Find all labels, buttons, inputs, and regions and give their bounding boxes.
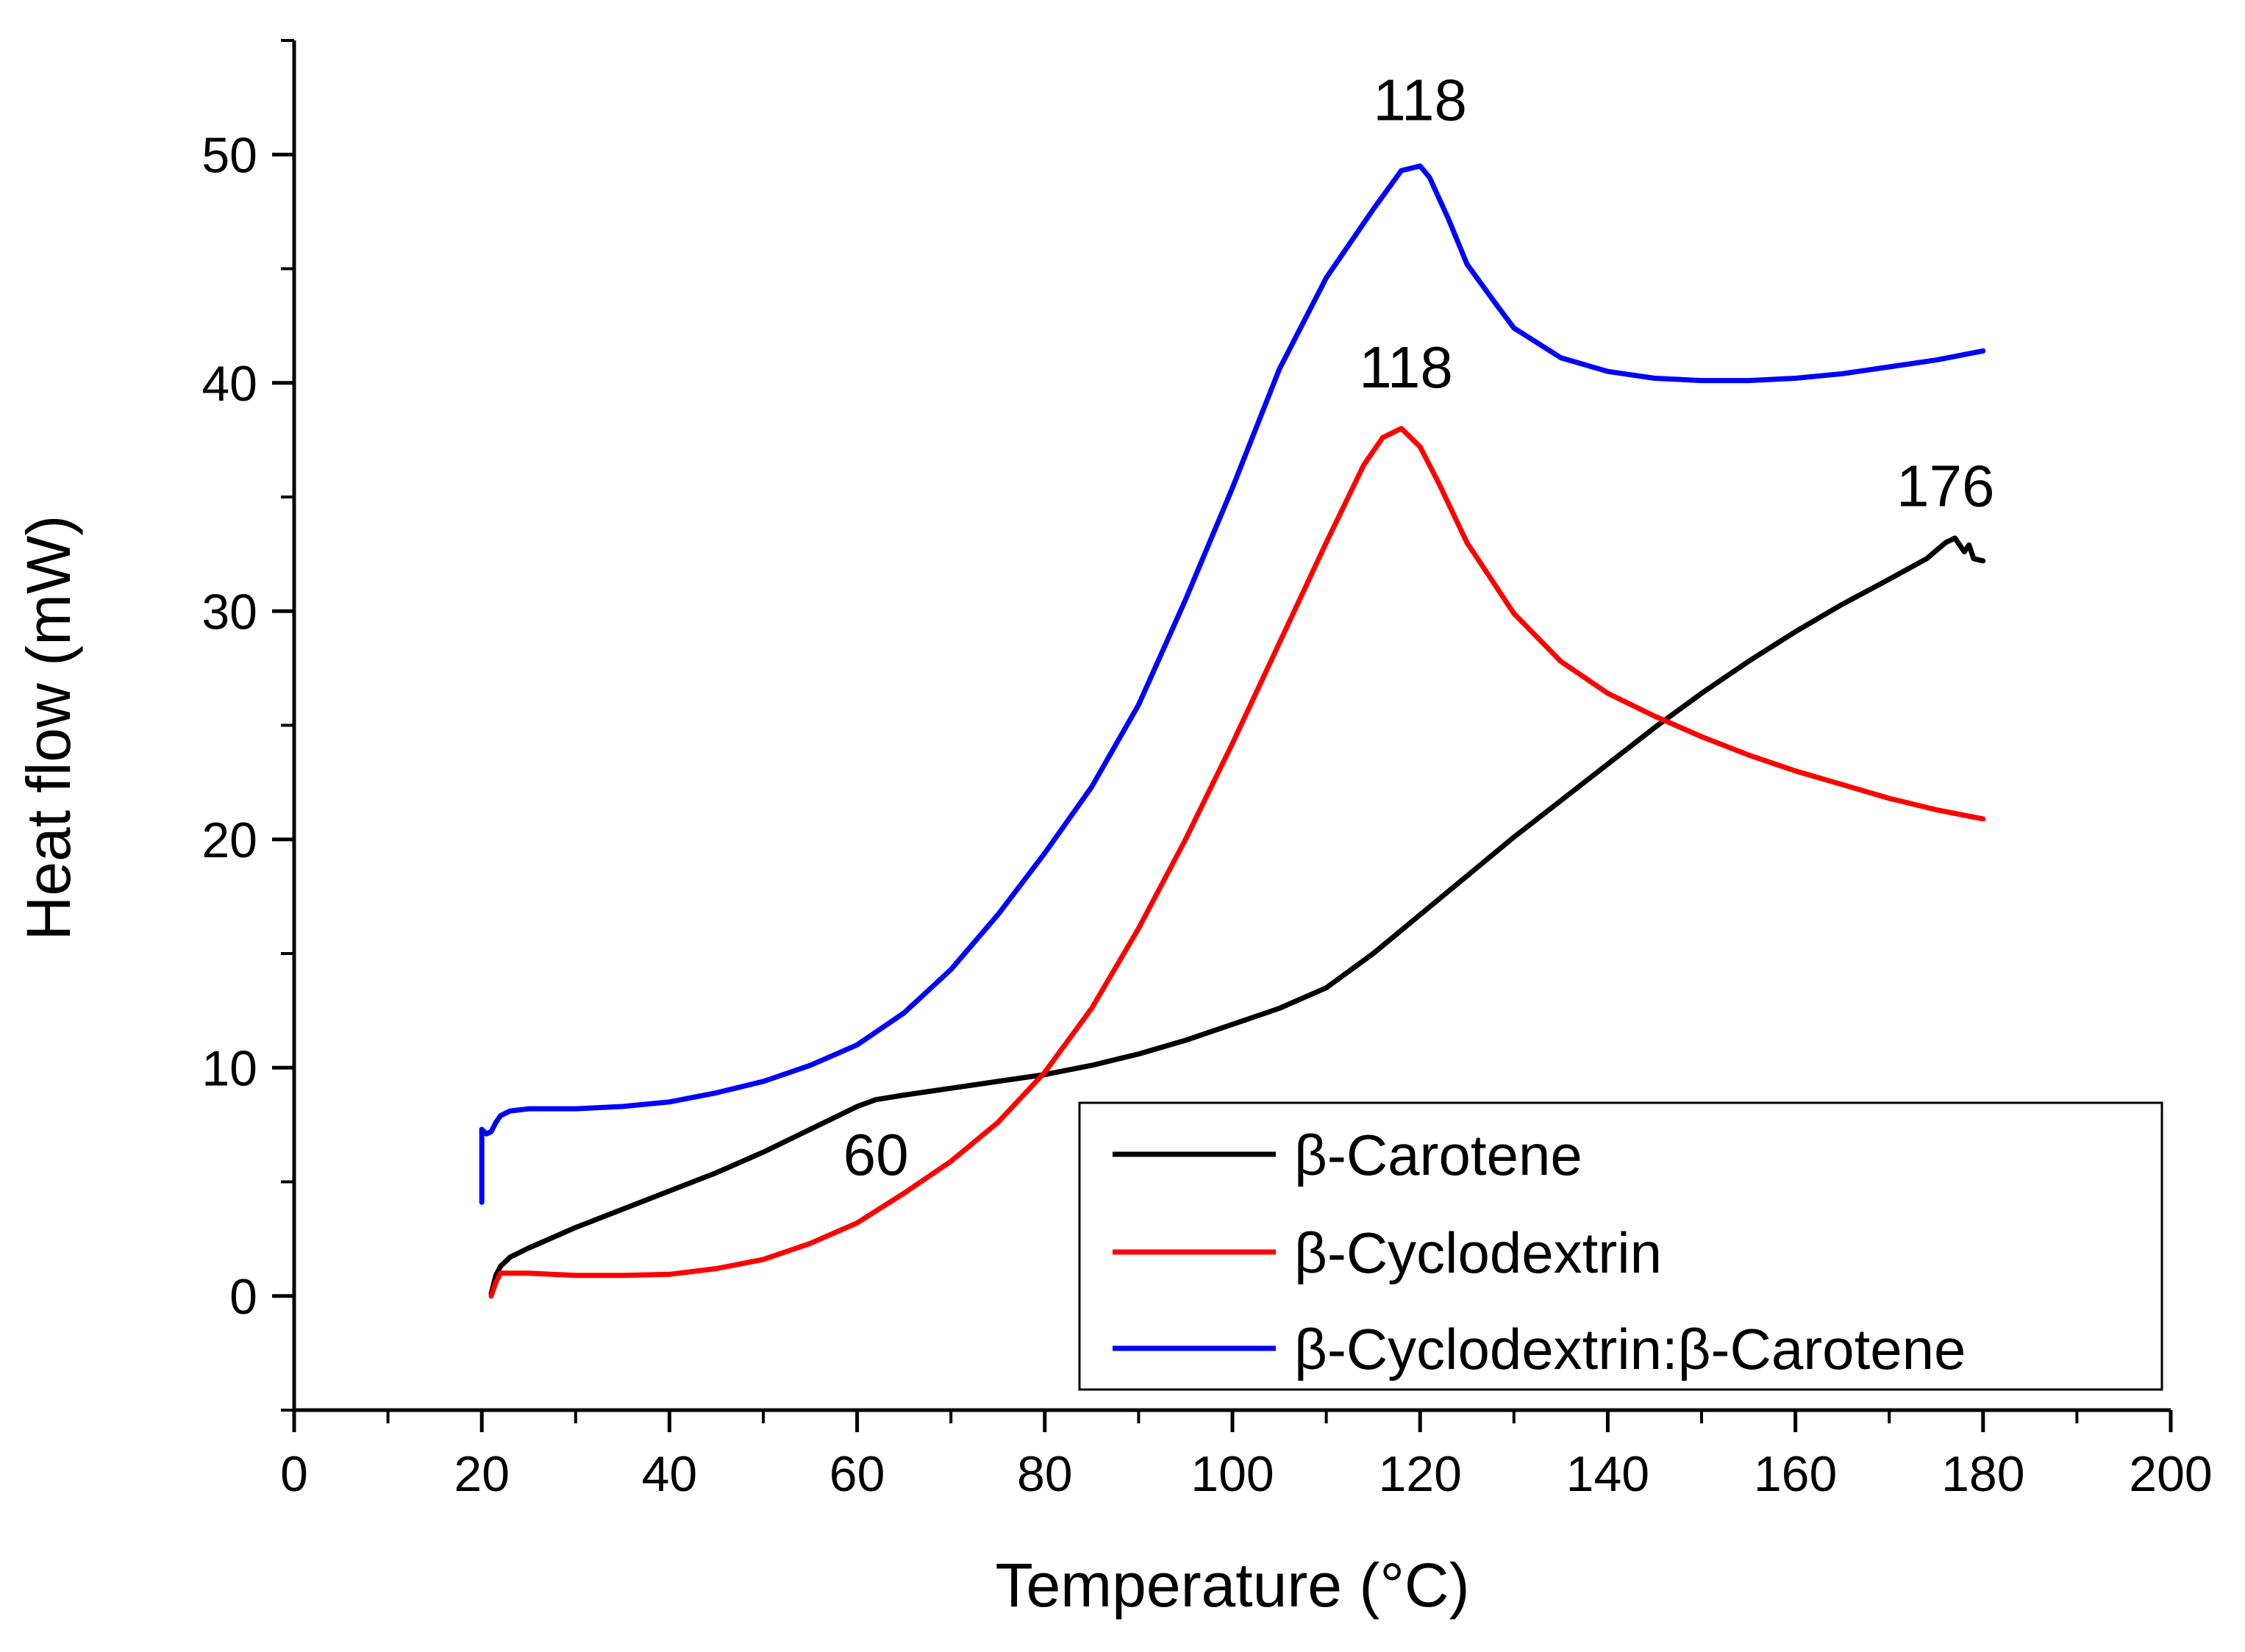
x-tick-label: 180 — [1941, 1446, 2024, 1502]
y-tick-label: 30 — [201, 584, 257, 640]
peak-annotation: 60 — [843, 1122, 909, 1187]
annotations: 118 118 176 60 — [843, 68, 1995, 1188]
series-line-0 — [488, 535, 1986, 1297]
peak-annotation: 118 — [1359, 335, 1453, 400]
x-tick-label: 80 — [1017, 1446, 1073, 1502]
x-tick-label: 120 — [1378, 1446, 1461, 1502]
x-tick-label: 0 — [280, 1446, 308, 1502]
legend-label-carotene: β-Carotene — [1294, 1123, 1582, 1187]
x-tick-label: 200 — [2129, 1446, 2212, 1502]
y-tick-label: 20 — [201, 812, 257, 868]
x-tick-label: 100 — [1191, 1446, 1274, 1502]
x-tick-label: 160 — [1754, 1446, 1837, 1502]
y-axis-title: Heat flow (mW) — [14, 515, 83, 941]
y-tick-label: 50 — [201, 127, 257, 183]
x-tick-label: 40 — [642, 1446, 698, 1502]
x-axis-title: Temperature (°C) — [995, 1551, 1469, 1620]
x-tick-label: 20 — [454, 1446, 510, 1502]
series-line-1 — [488, 426, 1986, 1299]
legend: β-Carotene β-Cyclodextrin β-Cyclodextrin… — [1078, 1101, 2163, 1391]
y-tick-label: 10 — [201, 1040, 257, 1096]
series-line-2 — [479, 163, 1986, 1205]
peak-annotation: 176 — [1896, 453, 1994, 518]
x-tick-label: 140 — [1566, 1446, 1649, 1502]
ticks: 0 20 40 60 80 100 120 140 160 180 200 0 10 20 30 40 50 — [201, 39, 2213, 1502]
peak-annotation: 118 — [1373, 68, 1467, 133]
y-tick-label: 0 — [229, 1269, 257, 1325]
y-tick-label: 40 — [201, 356, 257, 412]
legend-label-complex: β-Cyclodextrin:β-Carotene — [1294, 1317, 1966, 1381]
legend-label-cyclodextrin: β-Cyclodextrin — [1294, 1220, 1662, 1285]
series-layer — [479, 163, 1986, 1299]
x-tick-label: 60 — [829, 1446, 885, 1502]
legend-box — [1078, 1101, 2163, 1391]
